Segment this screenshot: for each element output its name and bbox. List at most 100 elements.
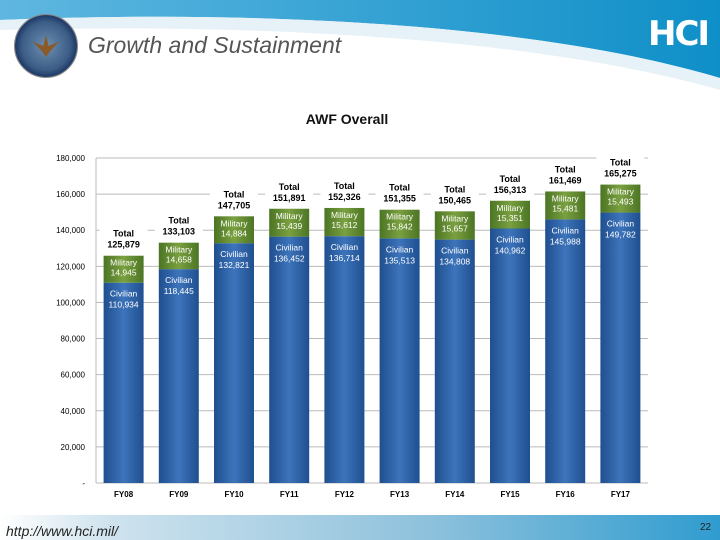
total-value-label: 133,103 [163,227,196,237]
bar-civilian-FY13 [379,238,420,483]
total-label-bg [99,225,148,252]
military-value-label: 15,481 [552,203,578,213]
total-label: Total [444,184,465,194]
military-label: Military [552,193,580,203]
total-label-bg [375,179,424,206]
total-label: Total [500,174,521,184]
x-tick-label: FY13 [390,490,410,499]
military-value-label: 15,351 [497,213,523,223]
civilian-label: Civilian [607,219,635,229]
chart-title: AWF Overall [305,111,389,127]
y-tick-label: 120,000 [56,262,85,271]
total-value-label: 151,891 [273,193,306,203]
civilian-label: Civilian [220,249,248,259]
total-label-bg [320,177,369,204]
y-tick-label: 180,000 [56,154,85,163]
military-label: Military [276,211,304,221]
header-banner [0,0,720,90]
civilian-value-label: 149,782 [605,230,636,240]
total-label-bg [210,186,258,213]
total-value-label: 165,275 [604,169,637,179]
military-label: Military [607,187,635,197]
y-tick-label: 100,000 [56,298,85,307]
total-label: Total [389,183,410,193]
military-label: Military [497,203,525,213]
total-value-label: 152,326 [328,192,361,202]
military-value-label: 15,439 [276,221,302,231]
total-value-label: 161,469 [549,175,582,185]
y-tick-label: - [82,479,85,488]
x-tick-label: FY08 [114,490,134,499]
total-label: Total [113,229,134,239]
civilian-label: Civilian [496,234,524,244]
total-value-label: 150,465 [439,195,472,205]
military-label: Military [221,218,249,228]
bar-civilian-FY14 [434,239,475,483]
bar-military-FY16 [545,191,586,220]
bar-military-FY08 [103,255,144,283]
civilian-value-label: 132,821 [219,260,250,270]
civilian-label: Civilian [165,275,193,285]
bar-military-FY15 [490,200,530,229]
x-tick-label: FY12 [335,490,355,499]
hci-logo: HCI [648,14,710,54]
bar-military-FY13 [379,209,420,239]
civilian-label: Civilian [441,246,469,256]
civilian-value-label: 110,934 [109,300,139,310]
civilian-label: Civilian [110,289,138,299]
military-label: Military [331,210,359,220]
page-number: 22 [700,522,712,533]
civilian-value-label: 136,452 [274,254,305,264]
total-label-bg [154,212,203,239]
total-label-bg [430,181,479,208]
y-tick-label: 60,000 [61,371,86,380]
military-label: Military [441,213,469,223]
awf-chart: - 20,000 40,000 60,000 80,000 100,000 120,000 1… [56,154,648,499]
y-tick-label: 20,000 [61,443,86,452]
y-tick-label: 80,000 [61,335,86,344]
civilian-value-label: 118,445 [164,286,194,296]
total-label-bg [486,170,534,197]
y-tick-label: 160,000 [56,190,85,199]
civilian-value-label: 135,513 [384,255,415,265]
military-value-label: 15,842 [387,222,413,232]
bar-civilian-FY10 [214,243,254,483]
x-tick-label: FY09 [169,490,189,499]
bar-military-FY14 [434,211,475,240]
total-value-label: 147,705 [218,200,251,210]
bar-military-FY12 [324,207,365,237]
bar-civilian-FY16 [545,219,586,483]
civilian-value-label: 134,808 [439,257,470,267]
footer-url[interactable]: http://www.hci.mil/ [6,523,119,539]
total-label: Total [168,216,189,226]
bar-civilian-FY17 [600,212,641,483]
military-value-label: 14,884 [221,228,247,238]
bar-military-FY10 [214,216,254,244]
civilian-value-label: 145,988 [550,236,581,246]
total-label-bg [541,161,590,188]
military-value-label: 15,493 [607,197,633,207]
footer-bar [0,515,720,540]
civilian-label: Civilian [331,242,359,252]
total-label-bg [265,178,314,205]
slide-title: Growth and Sustainment [88,32,342,58]
total-label: Total [610,158,631,168]
bar-military-FY11 [269,208,310,237]
dod-seal-logo [14,14,78,78]
total-value-label: 125,879 [107,240,140,250]
x-tick-label: FY17 [611,490,631,499]
civilian-label: Civilian [551,225,579,235]
military-value-label: 15,657 [442,223,468,233]
bar-civilian-FY09 [158,269,199,483]
x-tick-label: FY10 [224,490,244,499]
x-tick-label: FY14 [445,490,465,499]
x-tick-label: FY16 [556,490,576,499]
military-value-label: 14,658 [166,255,192,265]
x-tick-label: FY11 [280,490,299,499]
civilian-label: Civilian [386,244,414,254]
military-label: Military [110,258,138,268]
bar-military-FY09 [158,242,199,270]
y-tick-label: 40,000 [61,407,86,416]
total-label-bg [596,154,645,181]
civilian-value-label: 140,962 [495,245,526,255]
